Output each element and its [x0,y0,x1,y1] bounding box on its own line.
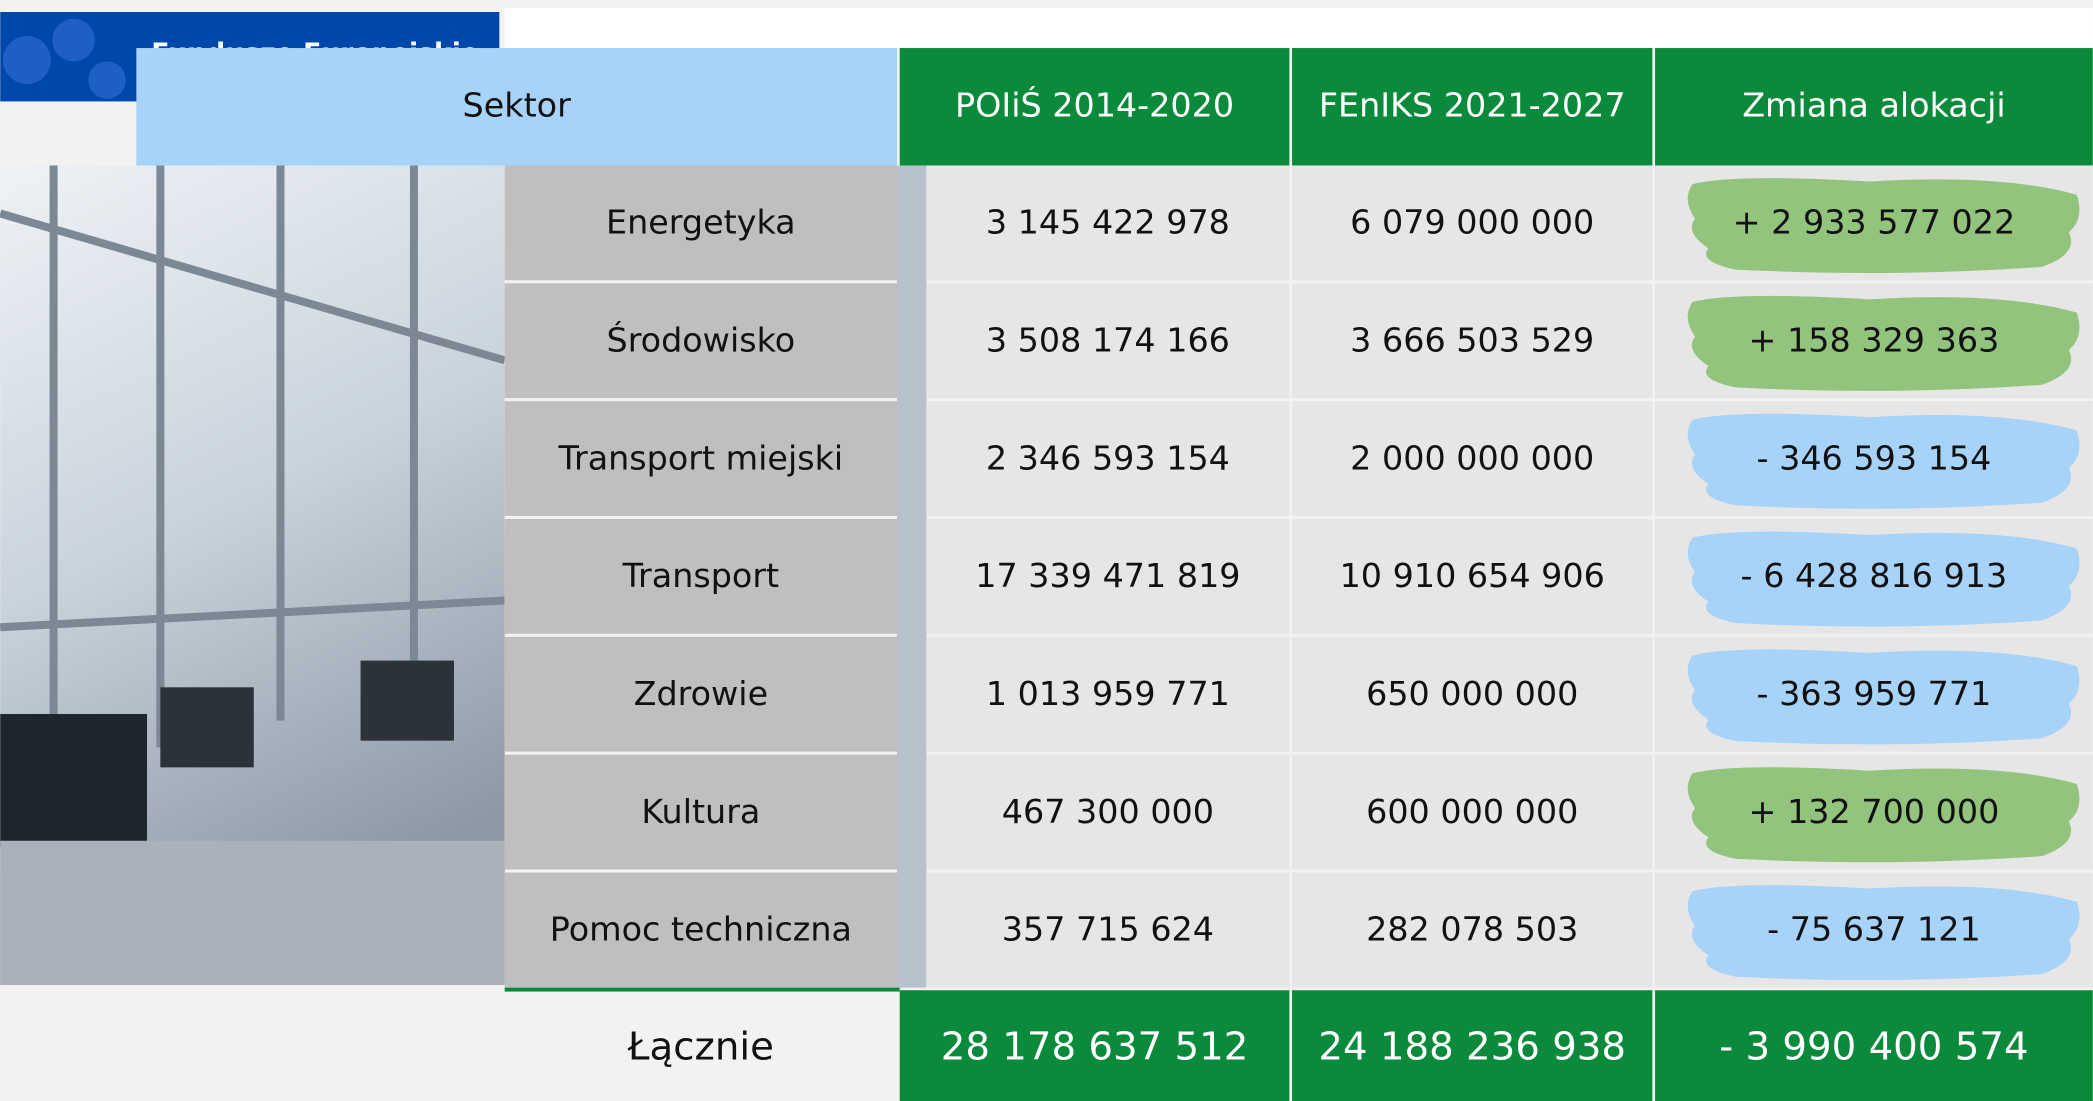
value-text: 650 000 000 [1366,674,1578,713]
cell [504,872,898,988]
cell [504,636,898,752]
value-text: - 6 428 816 913 [1741,556,2008,595]
brush-highlight [1687,649,2080,745]
value-text: 3 145 422 978 [986,203,1230,242]
table: Sektor POIiŚ 2014-2020 FEnIKS 2021-2027 Zmi… [136,48,2093,1101]
logo-stars [2,18,126,99]
total-cell [899,990,1290,1101]
cell [1292,754,1653,870]
header-text: Zmiana alokacji [1742,85,2005,124]
header-cell [1655,48,2093,166]
cell [504,754,898,870]
value-text: + 158 329 363 [1749,321,2000,360]
cell [1292,872,1653,988]
cell [1292,283,1653,399]
header-text: Sektor [463,85,572,124]
value-text: 1 013 959 771 [986,674,1230,713]
value-text: 2 000 000 000 [1350,438,1594,477]
cell [926,519,1290,634]
top-band [504,8,2093,49]
total-cell [1292,990,1653,1101]
header-cell [899,48,1290,166]
value-text: 17 339 471 819 [975,556,1240,595]
brush-highlight [1687,178,2080,274]
value-text: 10 910 654 906 [1340,556,1605,595]
value-text: - 75 637 121 [1767,910,1981,949]
value-text: - 363 959 771 [1756,674,1991,713]
brush-highlight [1687,413,2080,509]
value-text: + 132 700 000 [1749,792,2000,831]
photo [0,165,927,988]
cell [926,165,1290,281]
brush-highlight [1687,767,2080,863]
total-text: Łącznie [627,1024,774,1069]
sector-text: Transport [622,556,780,595]
total-line [504,987,900,992]
cell [1292,519,1653,634]
total-cell [1655,990,2093,1101]
value-text: - 346 593 154 [1756,438,1991,477]
value-text: 357 715 624 [1002,910,1214,949]
cell [504,519,898,634]
total-text: 28 178 637 512 [941,1024,1249,1069]
cell [1292,165,1653,281]
sector-text: Środowisko [607,320,796,360]
sector-text: Transport miejski [558,438,844,477]
value-text: 600 000 000 [1366,792,1578,831]
cell [926,636,1290,752]
cell [504,165,898,281]
value-text: 3 508 174 166 [986,321,1230,360]
brush-highlight [1687,885,2080,981]
cell [926,283,1290,399]
brush-highlight [1687,531,2080,627]
sector-text: Pomoc techniczna [550,910,852,949]
header-text: FEnIKS 2021-2027 [1319,85,1626,124]
brush-highlight [1687,295,2080,391]
sector-text: Zdrowie [634,674,769,713]
value-text: 3 666 503 529 [1350,321,1594,360]
cell [1292,636,1653,752]
cell [504,283,898,399]
cell [1292,401,1653,516]
sector-text: Kultura [641,792,760,831]
header-cell [1292,48,1653,166]
cell [926,401,1290,516]
header-text: POIiŚ 2014-2020 [955,84,1234,124]
cell [926,754,1290,870]
total-text: 24 188 236 938 [1318,1024,1626,1069]
value-text: 6 079 000 000 [1350,203,1594,242]
total-text: - 3 990 400 574 [1719,1024,2028,1069]
value-text: 467 300 000 [1002,792,1214,831]
header-cell [136,48,898,166]
value-text: 282 078 503 [1366,910,1578,949]
value-text: + 2 933 577 022 [1733,203,2016,242]
cell [504,401,898,516]
value-text: 2 346 593 154 [986,438,1230,477]
sector-text: Energetyka [606,203,796,242]
cell [926,872,1290,988]
